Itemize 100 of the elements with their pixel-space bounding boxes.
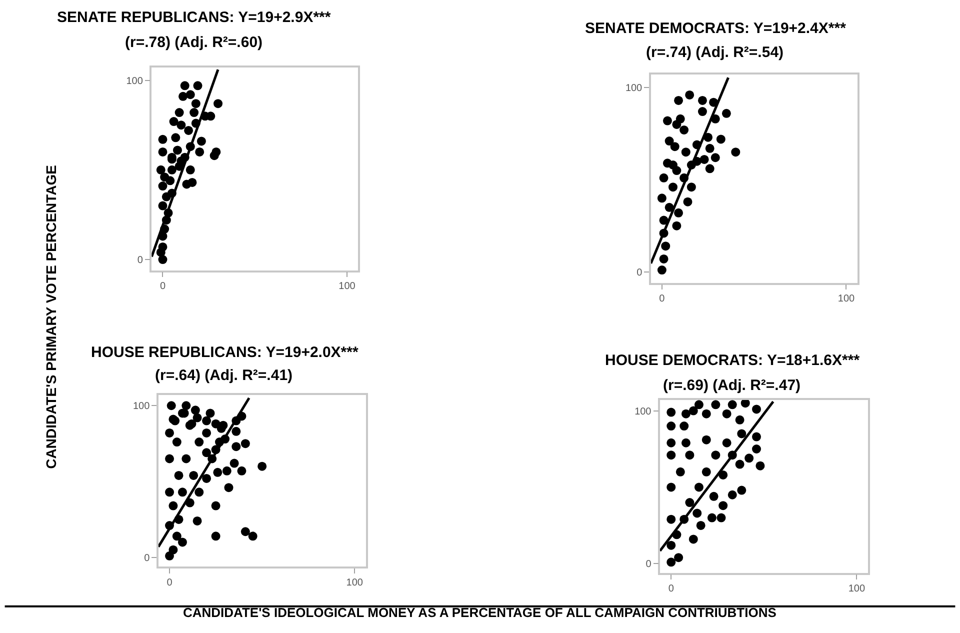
chart-subtitle: (r=.78) (Adj. R²=.60)	[125, 34, 263, 51]
point	[196, 136, 206, 146]
point	[156, 248, 166, 257]
point	[694, 482, 704, 492]
point	[702, 435, 711, 444]
point	[666, 422, 676, 431]
point	[158, 182, 168, 191]
point	[258, 462, 267, 471]
point	[680, 125, 689, 134]
point	[728, 490, 737, 500]
point	[166, 401, 176, 410]
point	[698, 107, 707, 116]
point	[683, 197, 692, 206]
point	[752, 404, 761, 414]
point	[232, 426, 241, 436]
point	[716, 134, 726, 144]
point	[657, 194, 666, 203]
point	[182, 401, 191, 410]
chart-subtitle: (r=.74) (Adj. R²=.54)	[646, 44, 784, 61]
point	[680, 422, 689, 431]
point	[664, 202, 674, 212]
point	[158, 147, 168, 156]
point	[744, 454, 754, 463]
point	[716, 513, 726, 522]
y-tick-label: 100	[634, 406, 652, 418]
y-axis-title: CANDIDATE'S PRIMARY VOTE PERCENTAGE	[42, 164, 59, 469]
point	[696, 520, 706, 530]
chart-subtitle: (r=.64) (Adj. R²=.41)	[155, 367, 293, 384]
point	[168, 545, 178, 554]
point	[688, 406, 698, 416]
point	[722, 438, 732, 448]
point	[752, 432, 761, 442]
point	[681, 409, 690, 418]
point	[686, 182, 696, 192]
point	[158, 201, 168, 210]
point	[664, 136, 674, 146]
point	[167, 165, 176, 174]
point	[174, 470, 184, 480]
point	[165, 488, 174, 497]
point	[685, 90, 694, 100]
point	[722, 108, 731, 118]
chart-subtitle: (r=.69) (Adj. R²=.47)	[663, 377, 801, 394]
point	[174, 108, 184, 118]
point	[165, 454, 174, 464]
point	[694, 400, 704, 410]
point	[178, 488, 187, 497]
point	[681, 438, 690, 448]
point	[672, 120, 682, 129]
point	[176, 120, 186, 130]
point	[210, 151, 219, 160]
point	[202, 448, 212, 458]
point	[666, 482, 676, 492]
point	[230, 458, 239, 468]
point	[666, 438, 676, 448]
point	[685, 450, 694, 460]
x-tick-label: 100	[848, 584, 866, 595]
point	[188, 178, 197, 187]
point	[692, 508, 702, 518]
point	[722, 409, 732, 418]
point	[192, 516, 202, 526]
point	[674, 96, 684, 105]
y-tick-label: 0	[137, 255, 144, 266]
point	[718, 501, 728, 510]
x-tick-label: 0	[668, 584, 674, 595]
point	[711, 450, 720, 460]
point	[218, 420, 228, 430]
point	[180, 81, 190, 90]
point	[681, 148, 690, 157]
point	[737, 486, 746, 495]
point	[237, 466, 246, 476]
point	[222, 466, 232, 476]
point	[668, 182, 678, 192]
point	[186, 90, 195, 100]
point	[688, 534, 698, 544]
point	[666, 514, 676, 524]
point	[670, 142, 680, 152]
point	[707, 513, 716, 522]
point	[172, 532, 182, 541]
point	[674, 553, 684, 562]
point	[169, 117, 178, 126]
point	[659, 254, 668, 264]
point	[184, 126, 194, 135]
point	[202, 474, 212, 483]
point	[672, 221, 682, 230]
point	[702, 467, 711, 476]
point	[190, 406, 200, 415]
point	[211, 501, 220, 510]
point	[710, 153, 720, 162]
point	[735, 415, 744, 424]
point	[165, 428, 174, 438]
point	[158, 134, 168, 144]
point	[666, 408, 676, 417]
point	[189, 470, 198, 480]
point	[214, 99, 223, 108]
y-tick-label: 100	[126, 76, 144, 87]
point	[186, 165, 195, 174]
point	[206, 408, 215, 418]
point	[172, 146, 182, 155]
point	[709, 492, 718, 501]
point	[168, 501, 178, 510]
